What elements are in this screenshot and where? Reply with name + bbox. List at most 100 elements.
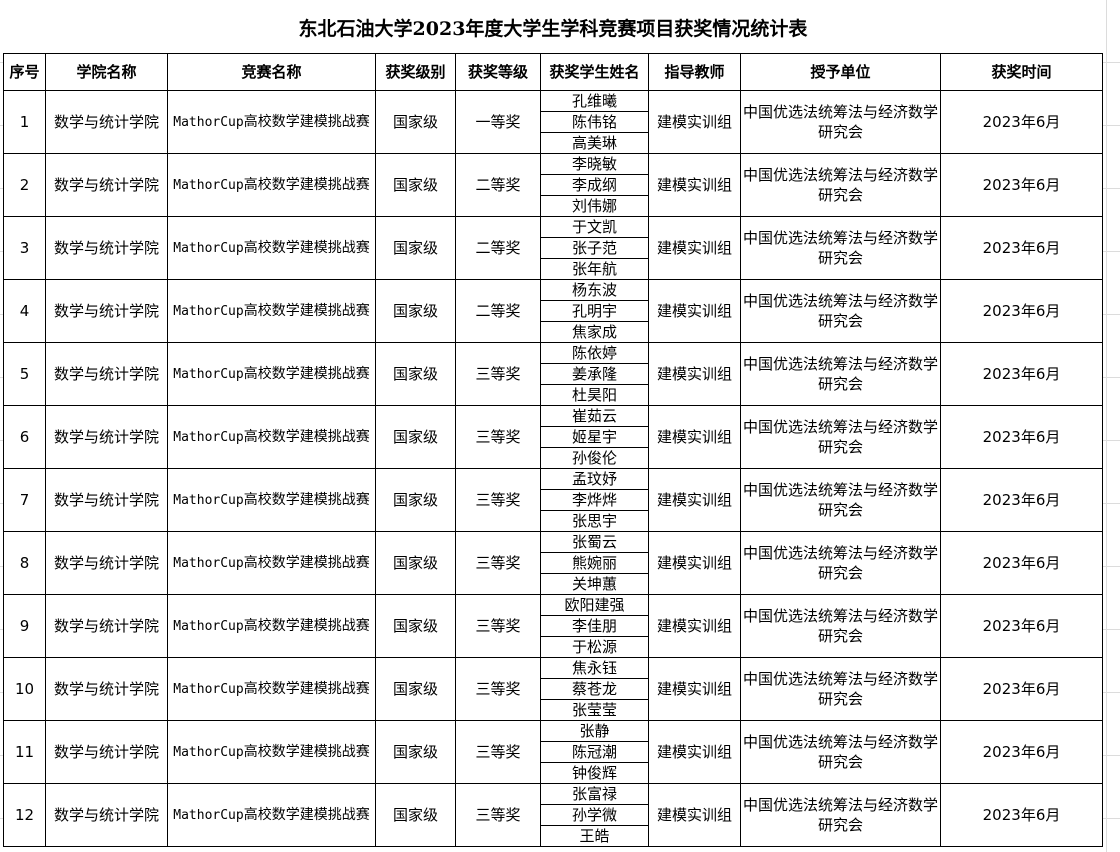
cell-teacher[interactable]: 建模实训组 bbox=[648, 468, 741, 532]
cell-college[interactable]: 数学与统计学院 bbox=[45, 468, 168, 532]
student-name[interactable]: 崔茹云 bbox=[541, 407, 648, 427]
cell-grade[interactable]: 二等奖 bbox=[455, 153, 541, 217]
cell-college[interactable]: 数学与统计学院 bbox=[45, 657, 168, 721]
cell-competition[interactable]: MathorCup高校数学建模挑战赛 bbox=[167, 468, 376, 532]
cell-level[interactable]: 国家级 bbox=[375, 279, 456, 343]
student-name[interactable]: 张静 bbox=[541, 722, 648, 742]
cell-organization[interactable]: 中国优选法统筹法与经济数学研究会 bbox=[740, 153, 941, 217]
cell-grade[interactable]: 三等奖 bbox=[455, 405, 541, 469]
cell-students[interactable]: 孔维曦 陈伟铭 高美琳 bbox=[540, 90, 649, 154]
cell-organization[interactable]: 中国优选法统筹法与经济数学研究会 bbox=[740, 405, 941, 469]
cell-time[interactable]: 2023年6月 bbox=[940, 90, 1103, 154]
cell-time[interactable]: 2023年6月 bbox=[940, 594, 1103, 658]
cell-level[interactable]: 国家级 bbox=[375, 216, 456, 280]
student-name[interactable]: 于松源 bbox=[571, 638, 617, 656]
cell-no[interactable]: 11 bbox=[3, 720, 46, 784]
cell-time[interactable]: 2023年6月 bbox=[940, 405, 1103, 469]
cell-no[interactable]: 9 bbox=[3, 594, 46, 658]
cell-teacher[interactable]: 建模实训组 bbox=[648, 531, 741, 595]
student-name[interactable]: 张蜀云 bbox=[541, 533, 648, 553]
cell-grade[interactable]: 二等奖 bbox=[455, 279, 541, 343]
cell-level[interactable]: 国家级 bbox=[375, 153, 456, 217]
cell-students[interactable]: 焦永钰 蔡苍龙 张莹莹 bbox=[540, 657, 649, 721]
cell-time[interactable]: 2023年6月 bbox=[940, 783, 1103, 847]
student-name[interactable]: 张子范 bbox=[541, 238, 648, 259]
cell-level[interactable]: 国家级 bbox=[375, 531, 456, 595]
cell-students[interactable]: 张富禄 孙学微 王皓 bbox=[540, 783, 649, 847]
header-organization[interactable]: 授予单位 bbox=[740, 53, 941, 91]
cell-students[interactable]: 陈依婷 姜承隆 杜昊阳 bbox=[540, 342, 649, 406]
student-name[interactable]: 李晓敏 bbox=[541, 155, 648, 175]
cell-teacher[interactable]: 建模实训组 bbox=[648, 405, 741, 469]
student-name[interactable]: 姬星宇 bbox=[541, 427, 648, 448]
cell-competition[interactable]: MathorCup高校数学建模挑战赛 bbox=[167, 342, 376, 406]
cell-students[interactable]: 孟玟妤 李烨烨 张思宇 bbox=[540, 468, 649, 532]
student-name[interactable]: 王皓 bbox=[579, 827, 610, 845]
cell-competition[interactable]: MathorCup高校数学建模挑战赛 bbox=[167, 783, 376, 847]
cell-time[interactable]: 2023年6月 bbox=[940, 342, 1103, 406]
cell-students[interactable]: 崔茹云 姬星宇 孙俊伦 bbox=[540, 405, 649, 469]
cell-competition[interactable]: MathorCup高校数学建模挑战赛 bbox=[167, 720, 376, 784]
cell-competition[interactable]: MathorCup高校数学建模挑战赛 bbox=[167, 279, 376, 343]
cell-time[interactable]: 2023年6月 bbox=[940, 279, 1103, 343]
student-name[interactable]: 张思宇 bbox=[571, 512, 617, 530]
cell-college[interactable]: 数学与统计学院 bbox=[45, 342, 168, 406]
student-name[interactable]: 孟玟妤 bbox=[541, 470, 648, 490]
cell-teacher[interactable]: 建模实训组 bbox=[648, 594, 741, 658]
cell-competition[interactable]: MathorCup高校数学建模挑战赛 bbox=[167, 90, 376, 154]
cell-level[interactable]: 国家级 bbox=[375, 342, 456, 406]
cell-students[interactable]: 李晓敏 李成纲 刘伟娜 bbox=[540, 153, 649, 217]
student-name[interactable]: 陈依婷 bbox=[541, 344, 648, 364]
student-name[interactable]: 焦家成 bbox=[571, 323, 617, 341]
student-name[interactable]: 张年航 bbox=[571, 260, 617, 278]
header-time[interactable]: 获奖时间 bbox=[940, 53, 1103, 91]
cell-level[interactable]: 国家级 bbox=[375, 405, 456, 469]
cell-competition[interactable]: MathorCup高校数学建模挑战赛 bbox=[167, 594, 376, 658]
cell-no[interactable]: 12 bbox=[3, 783, 46, 847]
cell-organization[interactable]: 中国优选法统筹法与经济数学研究会 bbox=[740, 657, 941, 721]
cell-level[interactable]: 国家级 bbox=[375, 90, 456, 154]
cell-teacher[interactable]: 建模实训组 bbox=[648, 90, 741, 154]
cell-time[interactable]: 2023年6月 bbox=[940, 216, 1103, 280]
cell-grade[interactable]: 三等奖 bbox=[455, 783, 541, 847]
header-no[interactable]: 序号 bbox=[3, 53, 46, 91]
header-college[interactable]: 学院名称 bbox=[45, 53, 168, 91]
cell-organization[interactable]: 中国优选法统筹法与经济数学研究会 bbox=[740, 720, 941, 784]
cell-teacher[interactable]: 建模实训组 bbox=[648, 342, 741, 406]
cell-organization[interactable]: 中国优选法统筹法与经济数学研究会 bbox=[740, 468, 941, 532]
cell-time[interactable]: 2023年6月 bbox=[940, 720, 1103, 784]
cell-competition[interactable]: MathorCup高校数学建模挑战赛 bbox=[167, 531, 376, 595]
student-name[interactable]: 姜承隆 bbox=[541, 364, 648, 385]
student-name[interactable]: 张富禄 bbox=[541, 785, 648, 805]
cell-teacher[interactable]: 建模实训组 bbox=[648, 216, 741, 280]
table-title[interactable]: 东北石油大学2023年度大学生学科竞赛项目获奖情况统计表 bbox=[3, 2, 1103, 54]
cell-no[interactable]: 4 bbox=[3, 279, 46, 343]
cell-grade[interactable]: 一等奖 bbox=[455, 90, 541, 154]
cell-organization[interactable]: 中国优选法统筹法与经济数学研究会 bbox=[740, 90, 941, 154]
header-level[interactable]: 获奖级别 bbox=[375, 53, 456, 91]
cell-time[interactable]: 2023年6月 bbox=[940, 531, 1103, 595]
cell-competition[interactable]: MathorCup高校数学建模挑战赛 bbox=[167, 405, 376, 469]
cell-teacher[interactable]: 建模实训组 bbox=[648, 720, 741, 784]
cell-no[interactable]: 5 bbox=[3, 342, 46, 406]
student-name[interactable]: 高美琳 bbox=[571, 134, 617, 152]
cell-grade[interactable]: 三等奖 bbox=[455, 594, 541, 658]
cell-no[interactable]: 7 bbox=[3, 468, 46, 532]
student-name[interactable]: 钟俊辉 bbox=[571, 764, 617, 782]
cell-grade[interactable]: 三等奖 bbox=[455, 531, 541, 595]
cell-time[interactable]: 2023年6月 bbox=[940, 153, 1103, 217]
cell-college[interactable]: 数学与统计学院 bbox=[45, 594, 168, 658]
cell-grade[interactable]: 三等奖 bbox=[455, 342, 541, 406]
cell-level[interactable]: 国家级 bbox=[375, 720, 456, 784]
student-name[interactable]: 陈伟铭 bbox=[541, 112, 648, 133]
cell-no[interactable]: 3 bbox=[3, 216, 46, 280]
cell-level[interactable]: 国家级 bbox=[375, 657, 456, 721]
student-name[interactable]: 李佳朋 bbox=[541, 616, 648, 637]
cell-college[interactable]: 数学与统计学院 bbox=[45, 279, 168, 343]
cell-college[interactable]: 数学与统计学院 bbox=[45, 90, 168, 154]
cell-college[interactable]: 数学与统计学院 bbox=[45, 216, 168, 280]
header-grade[interactable]: 获奖等级 bbox=[455, 53, 541, 91]
header-teacher[interactable]: 指导教师 bbox=[648, 53, 741, 91]
student-name[interactable]: 焦永钰 bbox=[541, 659, 648, 679]
student-name[interactable]: 孙学微 bbox=[541, 805, 648, 826]
